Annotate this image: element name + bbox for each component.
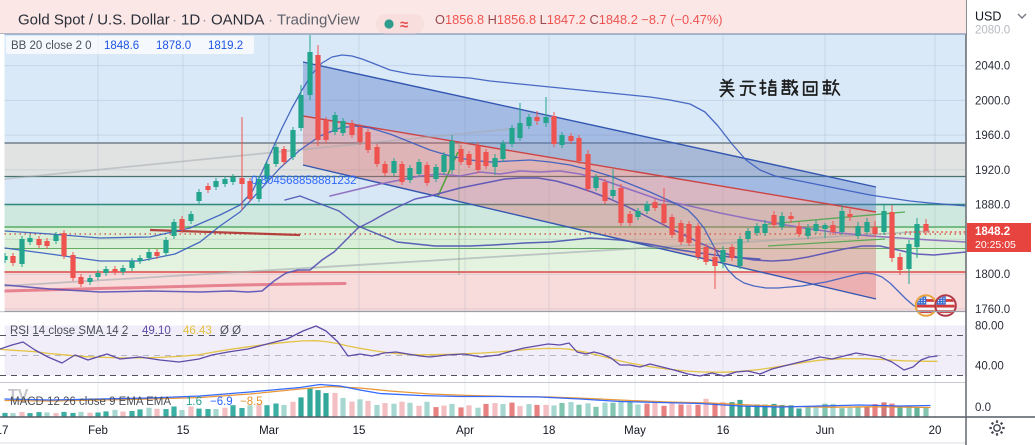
- svg-text:BB 20 close 2 0: BB 20 close 2 0: [11, 40, 92, 52]
- svg-text:20: 20: [929, 425, 942, 437]
- svg-text:1878.0: 1878.0: [156, 40, 191, 52]
- svg-text:1.6: 1.6: [186, 396, 202, 408]
- svg-text:2080.0: 2080.0: [975, 25, 1010, 37]
- svg-text:−8.5: −8.5: [240, 396, 263, 408]
- svg-text:≈: ≈: [400, 17, 408, 34]
- svg-text:20:25:05: 20:25:05: [975, 239, 1016, 251]
- svg-text:Ø Ø: Ø Ø: [220, 325, 241, 337]
- svg-text:1920.0: 1920.0: [975, 165, 1010, 177]
- svg-text:1880.0: 1880.0: [975, 200, 1010, 212]
- svg-text:1760.0: 1760.0: [975, 304, 1010, 316]
- svg-text:80.00: 80.00: [975, 321, 1004, 333]
- svg-text:·: ·: [202, 12, 207, 29]
- svg-text:1D: 1D: [181, 12, 200, 29]
- svg-text:0.0: 0.0: [975, 402, 991, 414]
- svg-text:17: 17: [0, 425, 8, 437]
- svg-text:15: 15: [353, 425, 366, 437]
- svg-text:49.10: 49.10: [142, 325, 171, 337]
- svg-text:15: 15: [177, 425, 190, 437]
- svg-text:1848.2: 1848.2: [975, 226, 1010, 238]
- svg-text:1800.0: 1800.0: [975, 269, 1010, 281]
- svg-text:18: 18: [543, 425, 556, 437]
- svg-text:TradingView: TradingView: [277, 12, 360, 29]
- svg-text:16: 16: [717, 425, 730, 437]
- svg-text:TV: TV: [8, 387, 29, 404]
- svg-text:1848.6: 1848.6: [104, 40, 139, 52]
- svg-text:46.43: 46.43: [183, 325, 212, 337]
- svg-text:2040.0: 2040.0: [975, 61, 1010, 73]
- svg-text:40.00: 40.00: [975, 361, 1004, 373]
- svg-text:−6.9: −6.9: [210, 396, 233, 408]
- svg-text:USD: USD: [975, 10, 1001, 24]
- svg-text:·: ·: [268, 12, 273, 29]
- svg-text:1819.2: 1819.2: [208, 40, 243, 52]
- svg-text:1960.0: 1960.0: [975, 130, 1010, 142]
- svg-text:Apr: Apr: [456, 425, 474, 437]
- svg-text:Gold Spot / U.S. Dollar: Gold Spot / U.S. Dollar: [18, 12, 170, 29]
- svg-text:OANDA: OANDA: [211, 12, 264, 29]
- svg-text:Feb: Feb: [88, 425, 108, 437]
- svg-text:May: May: [624, 425, 646, 437]
- svg-text:MACD 12 26 close 9 EMA EMA: MACD 12 26 close 9 EMA EMA: [10, 396, 171, 408]
- svg-text:RSI 14 close SMA 14 2: RSI 14 close SMA 14 2: [10, 325, 128, 337]
- svg-text:Mar: Mar: [259, 425, 279, 437]
- svg-text:Jun: Jun: [816, 425, 835, 437]
- svg-text:0.804568858881232: 0.804568858881232: [251, 175, 357, 187]
- svg-text:·: ·: [172, 12, 177, 29]
- svg-text:2000.0: 2000.0: [975, 95, 1010, 107]
- svg-text:O1856.8 H1856.8 L1847.2 C1848.: O1856.8 H1856.8 L1847.2 C1848.2 −8.7 (−0…: [435, 12, 723, 27]
